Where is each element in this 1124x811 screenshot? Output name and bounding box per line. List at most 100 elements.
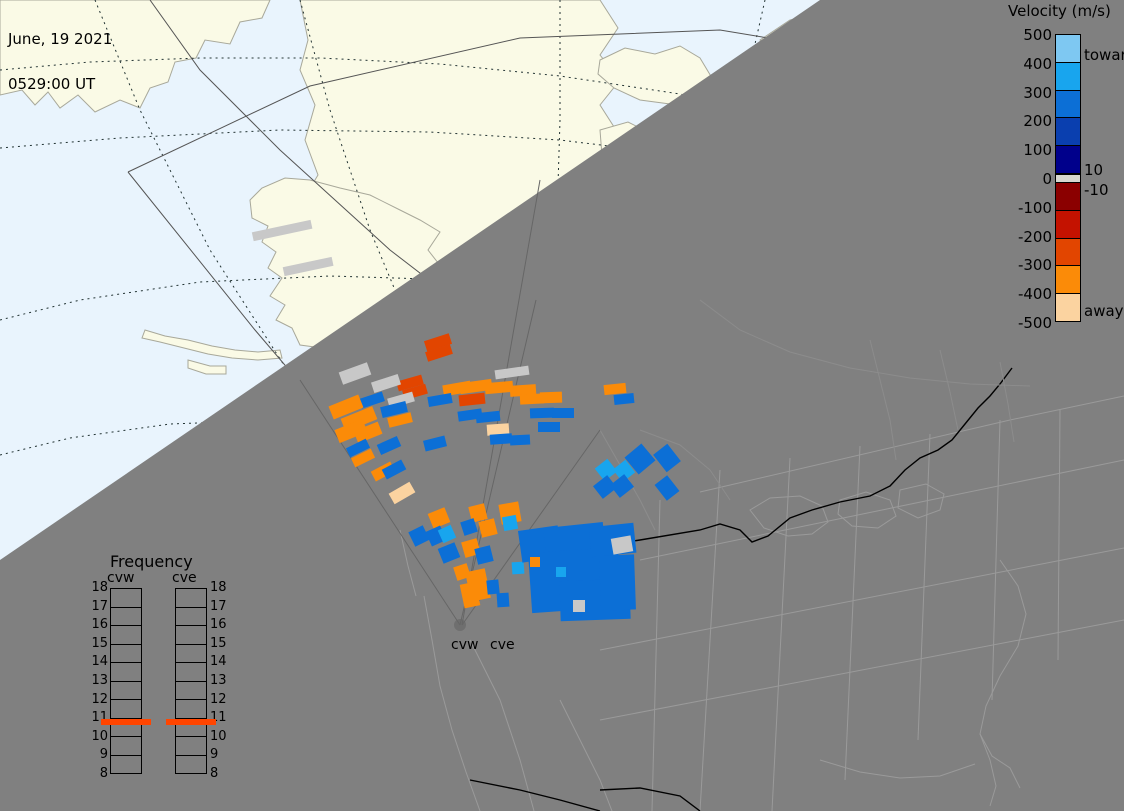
radar-cell [370, 373, 402, 394]
radar-cell [380, 401, 408, 418]
velocity-tick-label: -500 [1017, 314, 1052, 332]
radar-cell [338, 362, 372, 385]
timestamp-time: 0529:00 UT [8, 75, 96, 93]
radar-cell [458, 392, 486, 407]
radar-cell [624, 443, 656, 475]
radar-cell [423, 333, 453, 352]
radar-cell [610, 535, 634, 555]
radar-cell [388, 481, 416, 505]
velocity-toward-label: toward [1084, 46, 1124, 64]
radar-cell [486, 423, 510, 436]
frequency-tick-label: 16 [210, 617, 227, 633]
radar-cell [511, 561, 525, 575]
velocity-color-segment [1056, 35, 1080, 63]
radar-cell [530, 557, 540, 567]
radar-cell [654, 475, 680, 501]
velocity-color-segment [1056, 62, 1080, 91]
timestamp-date: June, 19 2021 [8, 30, 113, 48]
velocity-inner-negative-label: -10 [1084, 181, 1109, 199]
radar-cell [552, 408, 574, 418]
radar-cell [509, 384, 537, 397]
radar-cell [599, 554, 636, 611]
frequency-tick-label: 14 [210, 654, 227, 670]
frequency-cell [176, 589, 206, 608]
radar-cell [603, 382, 627, 396]
frequency-tick-label: 12 [210, 691, 227, 707]
frequency-tick-label: 10 [210, 728, 227, 744]
frequency-cell [176, 737, 206, 756]
radar-cell [484, 380, 514, 395]
velocity-tick-label: 0 [1042, 170, 1052, 188]
radar-cell [475, 410, 501, 424]
frequency-cell [176, 700, 206, 719]
velocity-tick-label: 300 [1023, 83, 1052, 102]
frequency-tick-label: 14 [91, 654, 108, 670]
frequency-cell [111, 756, 141, 774]
velocity-tick-label: 400 [1023, 54, 1052, 73]
timestamp: June, 19 2021 0529:00 UT [8, 2, 112, 122]
frequency-tick-label: 12 [91, 691, 108, 707]
velocity-colorbar-title: Velocity (m/s) [1008, 2, 1111, 20]
velocity-inner-positive-label: 10 [1084, 161, 1104, 179]
frequency-cell [111, 645, 141, 663]
frequency-cell [176, 626, 206, 645]
velocity-tick-label: 100 [1023, 141, 1052, 160]
radar-cell [396, 374, 424, 392]
radar-cell [381, 459, 407, 480]
frequency-tick-label: 17 [91, 598, 108, 614]
radar-cell [496, 592, 510, 608]
night-region-features [399, 299, 1124, 811]
radar-cell [529, 407, 555, 419]
velocity-color-segment [1056, 182, 1080, 211]
radar-cell [592, 475, 618, 499]
velocity-color-segment [1056, 90, 1080, 119]
radar-cell [501, 514, 519, 532]
radar-cell [459, 378, 493, 395]
frequency-ticks-left: 18 17 16 15 14 13 12 11 10 9 8 [82, 581, 108, 780]
frequency-cell [111, 682, 141, 700]
frequency-tick-label: 18 [210, 580, 227, 595]
frequency-bar-cve [175, 588, 207, 774]
velocity-away-label: away [1084, 302, 1124, 320]
velocity-tick-label: 200 [1023, 112, 1052, 131]
radar-cell [408, 525, 430, 547]
radar-cell [427, 507, 451, 529]
velocity-zero-band [1056, 173, 1080, 183]
frequency-cell [111, 589, 141, 608]
frequency-marker-cve [166, 718, 216, 725]
frequency-cell [111, 663, 141, 682]
radar-cell [486, 579, 500, 595]
frequency-cell [111, 737, 141, 756]
velocity-colorbar-panel: Velocity (m/s) 500 400 300 200 100 0 -100 -200 -… [1000, 2, 1124, 332]
frequency-cell [111, 719, 141, 737]
velocity-tick-label: -100 [1017, 198, 1052, 217]
frequency-cell [111, 700, 141, 719]
frequency-tick-label: 13 [210, 673, 227, 688]
radar-cell [609, 474, 635, 498]
frequency-tick-label: 9 [99, 747, 108, 763]
aleutian-islands [141, 329, 283, 361]
radar-label-cve: cve [490, 637, 515, 653]
frequency-tick-label: 15 [91, 635, 108, 651]
radar-cell [538, 422, 560, 432]
radar-cell [437, 542, 461, 564]
velocity-colorbar [1055, 34, 1081, 322]
radar-cell [539, 391, 563, 404]
aleutian-islands-2 [187, 359, 227, 375]
radar-cell [387, 412, 413, 428]
radar-cell [437, 524, 457, 544]
frequency-column-label-cvw: cvw [107, 570, 135, 586]
radar-cell [359, 391, 385, 409]
frequency-cell [176, 645, 206, 663]
frequency-column-label-cve: cve [172, 570, 197, 586]
radar-cell [519, 393, 545, 405]
siberia-landmass [0, 0, 271, 113]
radar-cell [474, 545, 494, 565]
velocity-tick-label: 500 [1023, 26, 1052, 44]
radar-cell [468, 503, 488, 523]
frequency-cell [111, 626, 141, 645]
frequency-tick-label: 16 [91, 617, 108, 633]
velocity-color-segment [1056, 146, 1080, 174]
frequency-cell [176, 682, 206, 700]
